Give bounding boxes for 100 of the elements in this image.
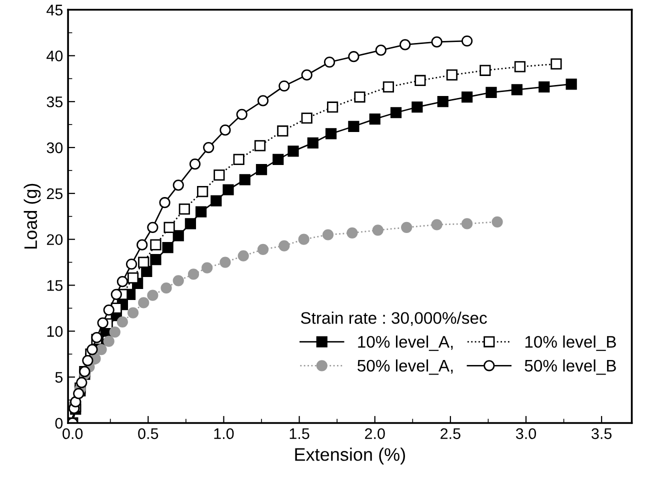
x-tick-label: 0.5 <box>138 428 158 440</box>
point <box>254 140 266 152</box>
point <box>348 120 360 132</box>
point <box>160 282 172 294</box>
point <box>159 197 170 208</box>
point <box>486 86 497 98</box>
point <box>354 91 366 103</box>
point <box>189 158 201 170</box>
point <box>164 222 175 233</box>
point <box>73 388 84 400</box>
x-tick-label: 0.0 <box>62 428 83 440</box>
y-tick-label: 15 <box>47 280 63 291</box>
y-tick-label: 35 <box>46 96 63 108</box>
point <box>162 242 174 254</box>
point <box>238 250 249 262</box>
x-tick-label: 1.5 <box>290 428 310 440</box>
point <box>214 170 225 181</box>
point <box>326 102 338 113</box>
point <box>147 222 158 233</box>
point <box>178 203 190 215</box>
x-tick-label: 2.0 <box>365 428 385 440</box>
y-tick-label: 0 <box>55 418 63 429</box>
point <box>324 56 336 68</box>
point <box>514 61 526 72</box>
point <box>288 146 299 157</box>
y-tick-label: 30 <box>46 142 63 154</box>
point <box>412 102 423 113</box>
point <box>172 180 184 191</box>
x-axis-title: Extension (%) <box>295 448 405 464</box>
legend-title: Strain rate : 30,000%/sec <box>300 312 487 326</box>
point <box>301 69 312 81</box>
point <box>462 35 473 47</box>
point <box>97 317 108 328</box>
point <box>348 51 360 62</box>
y-tick-label: 40 <box>46 50 63 62</box>
point <box>375 44 386 56</box>
point <box>278 240 290 252</box>
point <box>322 229 334 240</box>
y-tick-label: 5 <box>55 372 63 383</box>
legend-label: 50% level_A, <box>358 359 453 375</box>
y-axis-title: Load (g) <box>24 184 41 249</box>
point <box>202 262 213 274</box>
point <box>138 256 150 268</box>
point <box>70 396 82 408</box>
point <box>278 80 290 92</box>
point <box>298 234 310 245</box>
point <box>109 326 120 338</box>
point <box>462 91 473 103</box>
point <box>239 174 250 186</box>
point <box>233 154 244 166</box>
point <box>462 218 473 230</box>
point <box>272 154 284 166</box>
legend-label: 10% level_A, <box>358 336 453 351</box>
y-tick-label: 10 <box>47 326 63 337</box>
point <box>257 244 269 255</box>
point <box>414 74 426 86</box>
point <box>210 195 222 206</box>
point <box>172 230 184 242</box>
point <box>346 227 358 238</box>
point <box>203 142 214 154</box>
y-tick-label: 20 <box>46 234 63 246</box>
point <box>188 268 200 280</box>
point <box>256 164 268 176</box>
point <box>236 108 248 120</box>
point <box>222 184 234 196</box>
point <box>437 96 448 108</box>
point <box>431 219 442 230</box>
point <box>150 239 162 250</box>
point <box>401 222 412 233</box>
x-tick-label: 3.0 <box>516 428 536 440</box>
point <box>197 186 208 198</box>
y-tick-label: 45 <box>46 4 63 16</box>
point <box>127 307 139 318</box>
point <box>431 36 442 48</box>
point <box>511 84 522 96</box>
point <box>103 304 114 316</box>
point <box>126 258 138 270</box>
point <box>307 137 318 148</box>
point <box>79 366 90 378</box>
point <box>116 316 128 328</box>
point <box>150 254 162 266</box>
point <box>400 39 411 50</box>
point <box>369 113 380 125</box>
point <box>566 78 577 90</box>
point <box>390 107 402 118</box>
point <box>220 256 231 268</box>
point <box>195 206 207 218</box>
point <box>301 112 312 124</box>
point <box>550 58 562 70</box>
point <box>136 239 148 250</box>
point <box>76 377 88 388</box>
legend-label: 50% level_B <box>524 359 616 375</box>
point <box>184 218 196 230</box>
legend-label: 10% level_B <box>525 336 616 351</box>
point <box>446 69 458 81</box>
point <box>325 128 337 140</box>
point <box>257 95 269 106</box>
point <box>372 224 384 236</box>
point <box>147 290 158 301</box>
point <box>382 81 394 92</box>
